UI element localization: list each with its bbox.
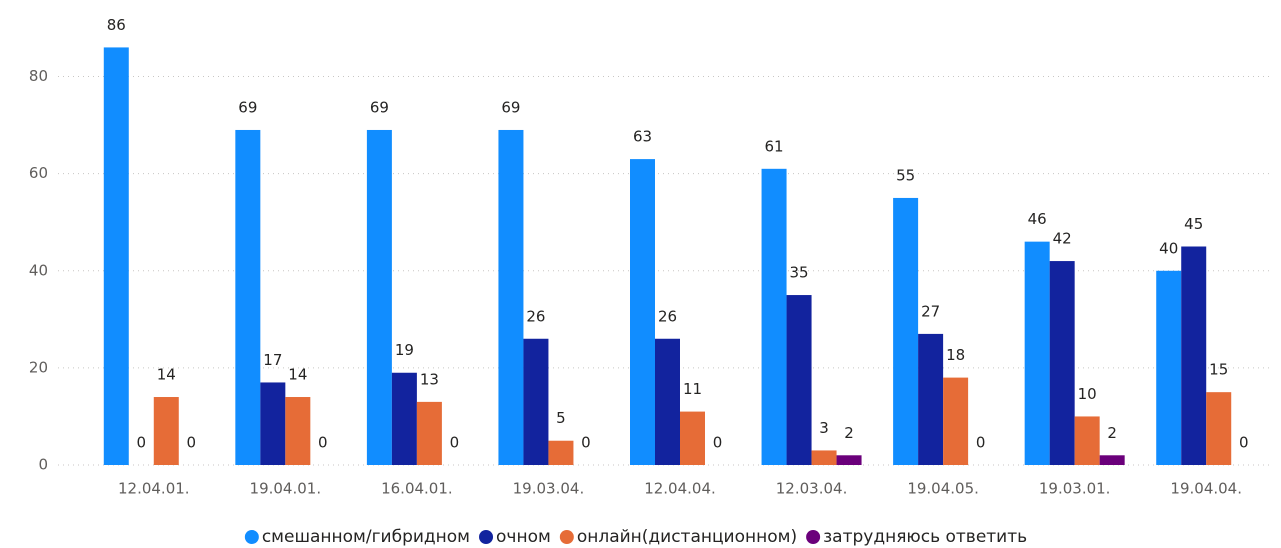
bar — [153, 397, 179, 465]
y-tick-label: 20 — [29, 358, 48, 376]
bar — [260, 382, 286, 465]
bar — [761, 168, 787, 466]
data-label: 26 — [658, 307, 677, 325]
data-label: 46 — [1028, 210, 1047, 228]
data-label: 15 — [1209, 361, 1228, 379]
bar — [103, 47, 129, 466]
data-label: 17 — [263, 351, 282, 369]
bar — [235, 129, 261, 465]
data-label: 0 — [318, 434, 328, 452]
bar — [548, 440, 574, 465]
legend-marker — [559, 530, 574, 544]
bar — [786, 295, 812, 465]
bar — [630, 159, 655, 465]
data-label: 0 — [976, 434, 986, 452]
legend-marker — [479, 530, 494, 544]
data-label: 26 — [526, 307, 545, 325]
legend-label: онлайн(дистанционном) — [577, 527, 797, 547]
y-tick-label: 80 — [29, 67, 48, 85]
bar — [893, 197, 919, 465]
bar — [366, 129, 392, 465]
data-label: 0 — [137, 434, 147, 452]
data-label: 5 — [556, 409, 566, 427]
legend-label: очном — [496, 527, 551, 547]
data-label: 0 — [581, 434, 591, 452]
data-label: 35 — [790, 264, 809, 282]
legend-marker — [806, 530, 821, 544]
data-label: 2 — [1107, 424, 1117, 442]
data-label: 19 — [395, 341, 414, 359]
bar — [1181, 246, 1207, 465]
bar — [1206, 392, 1232, 465]
data-label: 69 — [238, 98, 257, 116]
data-label: 2 — [844, 424, 854, 442]
data-label: 69 — [370, 98, 389, 116]
bar — [498, 129, 524, 465]
data-label: 0 — [187, 434, 197, 452]
bar — [1099, 455, 1125, 465]
y-tick-label: 40 — [29, 261, 48, 279]
bar — [416, 401, 442, 465]
bar — [1074, 416, 1100, 465]
data-label: 13 — [420, 370, 439, 388]
x-tick-label: 19.04.04. — [1170, 480, 1242, 498]
data-label: 14 — [288, 366, 307, 384]
legend-marker — [244, 530, 259, 544]
x-tick-label: 19.03.01. — [1039, 480, 1111, 498]
x-tick-label: 12.04.01. — [118, 480, 190, 498]
data-label: 3 — [819, 419, 829, 437]
data-label: 63 — [633, 128, 652, 146]
bar — [1049, 261, 1075, 465]
bar — [285, 397, 311, 465]
data-label: 42 — [1053, 230, 1072, 248]
data-label: 40 — [1159, 239, 1178, 257]
data-label: 69 — [501, 98, 520, 116]
data-label: 61 — [765, 137, 784, 155]
data-label: 55 — [896, 166, 915, 184]
data-label: 27 — [921, 302, 940, 320]
x-tick-label: 12.03.04. — [776, 480, 848, 498]
bar — [811, 450, 837, 465]
data-label: 10 — [1078, 385, 1097, 403]
y-tick-label: 60 — [29, 164, 48, 182]
bar — [1156, 270, 1182, 465]
y-tick-label: 0 — [38, 456, 48, 474]
x-tick-label: 16.04.01. — [381, 480, 453, 498]
legend-label: смешанном/гибридном — [262, 527, 470, 547]
bar — [918, 333, 944, 465]
data-label: 11 — [683, 380, 702, 398]
data-label: 0 — [713, 434, 723, 452]
legend-label: затрудняюсь ответить — [823, 527, 1027, 547]
data-label: 18 — [946, 346, 965, 364]
x-tick-label: 19.03.04. — [513, 480, 585, 498]
bar — [836, 455, 862, 465]
bar — [1024, 241, 1050, 465]
data-label: 45 — [1184, 215, 1203, 233]
x-tick-label: 19.04.01. — [250, 480, 322, 498]
data-label: 0 — [450, 434, 460, 452]
bar — [655, 338, 680, 465]
bar — [391, 372, 417, 465]
bar — [523, 338, 549, 465]
bar — [680, 411, 705, 465]
x-tick-label: 19.04.05. — [907, 480, 979, 498]
x-tick-label: 12.04.04. — [644, 480, 716, 498]
data-label: 0 — [1239, 434, 1249, 452]
bar — [943, 377, 969, 465]
data-label: 86 — [107, 16, 126, 34]
data-label: 14 — [157, 366, 176, 384]
